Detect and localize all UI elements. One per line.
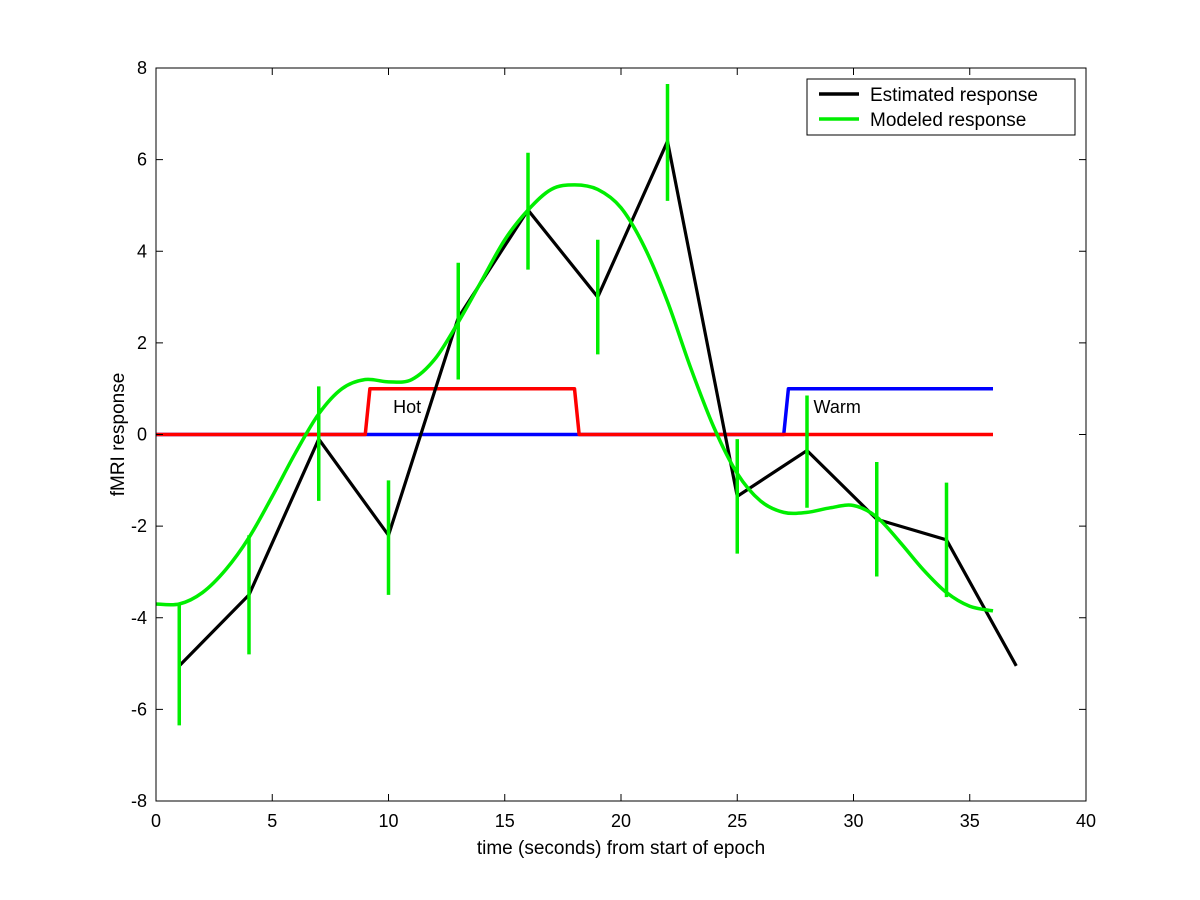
legend-label: Estimated response xyxy=(870,85,1038,106)
x-tick-label: 40 xyxy=(1076,811,1096,831)
y-tick-label: -4 xyxy=(131,608,147,628)
y-tick-label: -8 xyxy=(131,791,147,811)
condition-line-hot xyxy=(156,386,993,437)
x-tick-label: 35 xyxy=(960,811,980,831)
x-tick-label: 0 xyxy=(151,811,161,831)
legend-box xyxy=(806,78,1076,136)
annotation-warm: Warm xyxy=(814,397,861,417)
y-tick-label: -6 xyxy=(131,699,147,719)
y-tick-label: 8 xyxy=(137,58,147,78)
legend-label: Modeled response xyxy=(870,110,1026,131)
x-tick-label: 10 xyxy=(378,811,398,831)
x-tick-label: 30 xyxy=(843,811,863,831)
y-tick-label: -2 xyxy=(131,516,147,536)
y-tick-label: 0 xyxy=(137,425,147,445)
y-tick-label: 6 xyxy=(137,150,147,170)
x-tick-label: 20 xyxy=(611,811,631,831)
series-line-modeled-response xyxy=(155,183,994,613)
y-axis-title: fMRI response xyxy=(108,373,129,497)
condition-line-warm xyxy=(156,386,993,437)
y-tick-label: 2 xyxy=(137,333,147,353)
series-layer xyxy=(155,84,1018,726)
annotation-layer: Hot Warm xyxy=(393,397,861,417)
x-tick-label: 25 xyxy=(727,811,747,831)
x-tick-label: 5 xyxy=(267,811,277,831)
x-axis-title: time (seconds) from start of epoch xyxy=(477,838,765,859)
tick-layer: 0 5 10 15 20 25 30 35 40 -8 -6 -4 -2 0 2 4 6 8 time (secon… xyxy=(108,58,1096,859)
legend: Estimated response Modeled response xyxy=(806,78,1076,136)
x-tick-label: 15 xyxy=(495,811,515,831)
annotation-hot: Hot xyxy=(393,397,421,417)
y-tick-label: 4 xyxy=(137,241,147,261)
